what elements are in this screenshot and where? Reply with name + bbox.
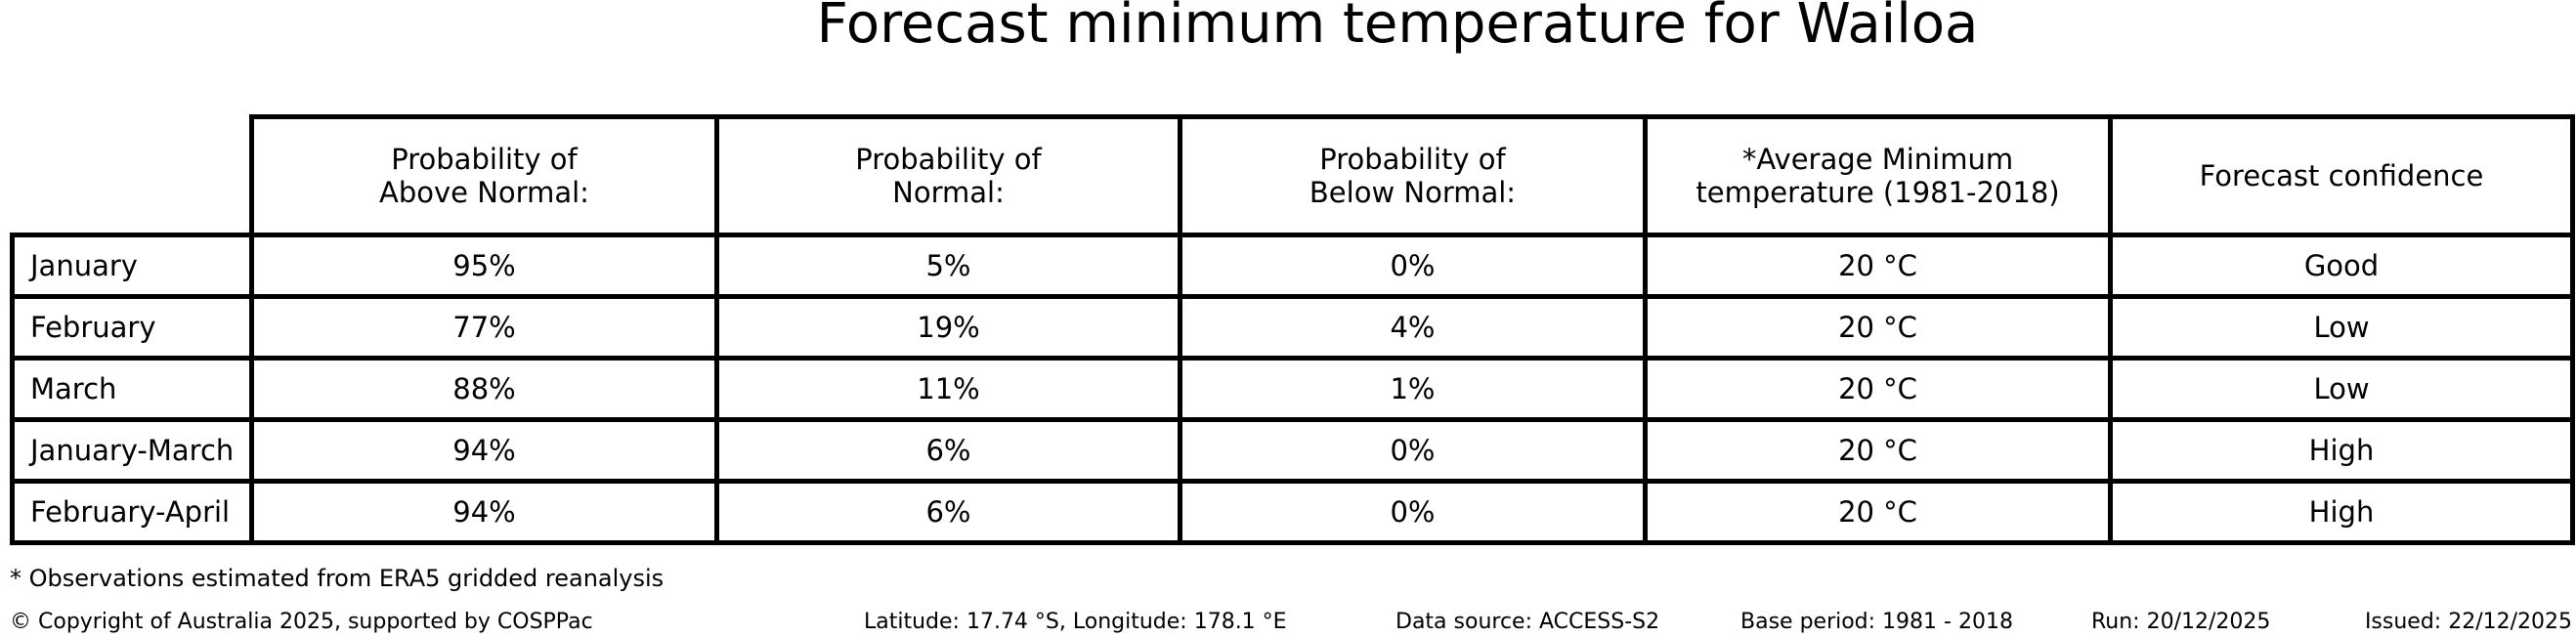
col-header-average-minimum: *Average Minimum temperature (1981-2018) [1643,114,2113,237]
cell-average-minimum: 20 °C [1643,417,2113,484]
cell-above-normal: 95% [249,233,719,299]
base-period-text: Base period: 1981 - 2018 [1740,610,2013,634]
cell-above-normal: 94% [249,479,719,545]
cell-below-normal: 0% [1178,479,1648,545]
cell-average-minimum: 20 °C [1643,479,2113,545]
cell-above-normal: 77% [249,294,719,361]
page-title: Forecast minimum temperature for Wailoa [816,0,1979,56]
cell-normal: 6% [714,479,1182,545]
corner-cell [13,117,252,235]
table-row: March 88% 11% 1% 20 °C Low [10,356,2575,422]
row-label: February-April [10,479,254,545]
cell-confidence: High [2108,479,2575,545]
col-header-normal: Probability of Normal: [714,114,1182,237]
cell-above-normal: 94% [249,417,719,484]
cell-average-minimum: 20 °C [1643,233,2113,299]
col-header-below-normal: Probability of Below Normal: [1178,114,1648,237]
location-coordinates: Latitude: 17.74 °S, Longitude: 178.1 °E [864,610,1287,634]
table-row: January-March 94% 6% 0% 20 °C High [10,417,2575,484]
row-label: February [10,294,254,361]
run-date-text: Run: 20/12/2025 [2091,610,2271,634]
cell-below-normal: 0% [1178,233,1648,299]
copyright-text: © Copyright of Australia 2025, supported… [10,610,593,634]
table-row: January 95% 5% 0% 20 °C Good [10,233,2575,299]
col-header-above-normal: Probability of Above Normal: [249,114,719,237]
cell-below-normal: 0% [1178,417,1648,484]
cell-average-minimum: 20 °C [1643,294,2113,361]
forecast-table: Probability of Above Normal: Probability… [10,114,2575,545]
cell-confidence: Good [2108,233,2575,299]
cell-confidence: High [2108,417,2575,484]
header-row: Probability of Above Normal: Probability… [13,114,2575,237]
cell-confidence: Low [2108,356,2575,422]
table-row: February-April 94% 6% 0% 20 °C High [10,479,2575,545]
cell-confidence: Low [2108,294,2575,361]
row-label: January [10,233,254,299]
cell-normal: 6% [714,417,1182,484]
cell-normal: 11% [714,356,1182,422]
issued-date-text: Issued: 22/12/2025 [2364,610,2572,634]
cell-below-normal: 4% [1178,294,1648,361]
cell-average-minimum: 20 °C [1643,356,2113,422]
row-label: March [10,356,254,422]
row-label: January-March [10,417,254,484]
observations-footnote: * Observations estimated from ERA5 gridd… [10,565,665,592]
data-source-text: Data source: ACCESS-S2 [1395,610,1660,634]
cell-normal: 5% [714,233,1182,299]
cell-above-normal: 88% [249,356,719,422]
col-header-forecast-confidence: Forecast confidence [2108,114,2575,237]
table-row: February 77% 19% 4% 20 °C Low [10,294,2575,361]
cell-normal: 19% [714,294,1182,361]
cell-below-normal: 1% [1178,356,1648,422]
